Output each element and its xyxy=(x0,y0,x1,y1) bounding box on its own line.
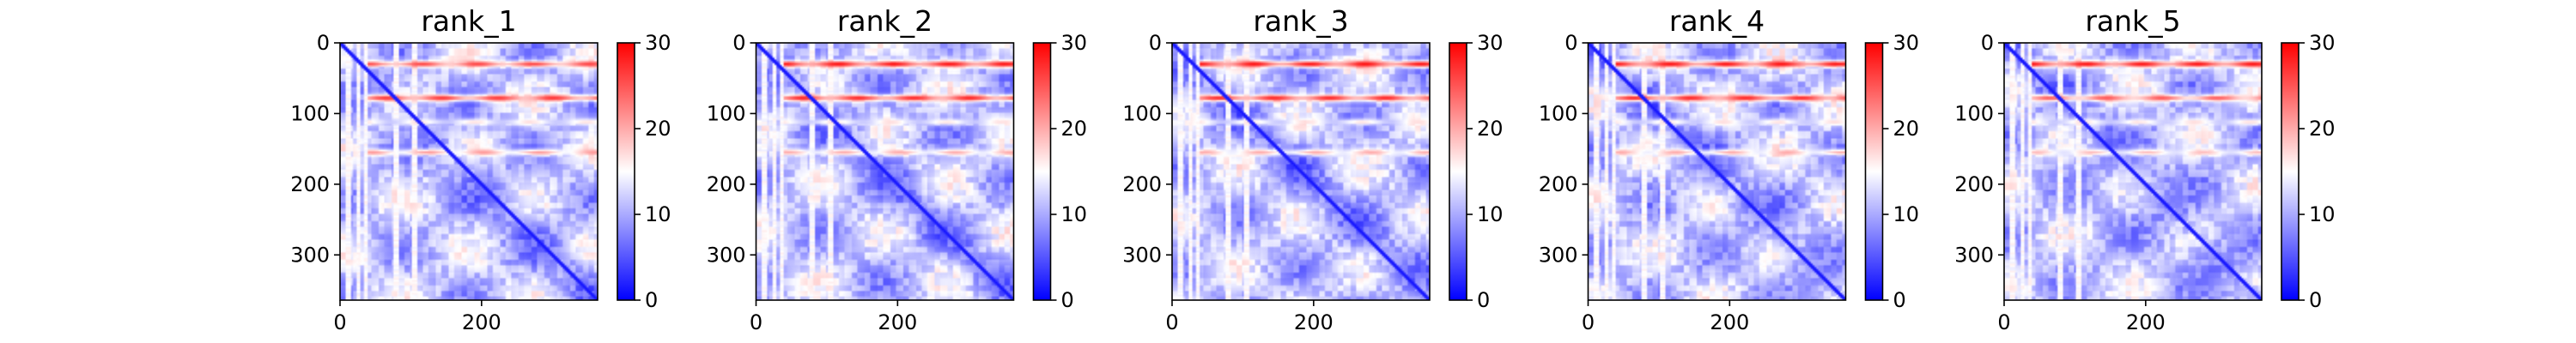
plot-frame xyxy=(2003,42,2263,301)
y-tick-label: 100 xyxy=(1539,101,1578,125)
colorbar-tick-label: 10 xyxy=(1477,202,1504,226)
x-tick-label: 0 xyxy=(1165,310,1178,334)
colorbar-frame xyxy=(1864,42,1884,301)
colorbar-tick-label: 30 xyxy=(1893,31,1920,55)
colorbar-frame xyxy=(2281,42,2300,301)
panel-1: rank_1 0 100 200 300 0 200 0 10 20 30 xyxy=(290,4,671,334)
plot-frame xyxy=(339,42,598,301)
colorbar xyxy=(1449,43,1467,300)
panel-3: rank_3 0 100 200 300 0 200 0 10 20 30 xyxy=(1122,4,1503,334)
heatmap-image xyxy=(756,43,1014,300)
colorbar-tick-label: 20 xyxy=(1893,117,1920,141)
x-tick-label: 200 xyxy=(1710,310,1749,334)
y-tick-label: 100 xyxy=(1122,101,1162,125)
panel-title: rank_5 xyxy=(2085,4,2180,38)
colorbar-tick-label: 10 xyxy=(1061,202,1088,226)
colorbar-frame xyxy=(1032,42,1052,301)
y-tick-label: 200 xyxy=(1122,172,1162,196)
y-tick-label: 100 xyxy=(290,101,330,125)
y-tick-label: 0 xyxy=(732,31,745,55)
colorbar-tick-label: 30 xyxy=(645,31,671,55)
colorbar-tick-label: 20 xyxy=(645,117,671,141)
panel-5: rank_5 0 100 200 300 0 200 0 10 20 30 xyxy=(1954,4,2335,334)
y-tick-label: 300 xyxy=(1954,243,1994,267)
colorbar-tick-label: 20 xyxy=(1477,117,1504,141)
colorbar-tick-label: 30 xyxy=(2309,31,2336,55)
heatmap-image xyxy=(2004,43,2262,300)
colorbar-tick-label: 10 xyxy=(2309,202,2336,226)
y-tick-label: 200 xyxy=(1954,172,1994,196)
y-tick-label: 0 xyxy=(1149,31,1162,55)
heatmap-image xyxy=(340,43,598,300)
colorbar-tick-label: 0 xyxy=(1061,288,1074,312)
x-tick-label: 200 xyxy=(1294,310,1334,334)
y-tick-label: 100 xyxy=(1954,101,1994,125)
colorbar-tick-label: 10 xyxy=(1893,202,1920,226)
x-tick-label: 0 xyxy=(750,310,762,334)
panel-4: rank_4 0 100 200 300 0 200 0 10 20 30 xyxy=(1539,4,1919,334)
plot-frame xyxy=(755,42,1015,301)
colorbar-tick-label: 0 xyxy=(1477,288,1490,312)
plot-frame xyxy=(1171,42,1431,301)
colorbar-tick-label: 0 xyxy=(1893,288,1906,312)
colorbar-tick-label: 30 xyxy=(1477,31,1504,55)
colorbar-frame xyxy=(617,42,635,301)
x-tick-label: 200 xyxy=(878,310,917,334)
y-tick-label: 200 xyxy=(290,172,330,196)
y-tick-label: 0 xyxy=(1981,31,1994,55)
panel-title: rank_4 xyxy=(1669,4,1765,38)
panel-title: rank_3 xyxy=(1253,4,1348,38)
colorbar xyxy=(1033,43,1051,300)
y-tick-label: 100 xyxy=(707,101,746,125)
y-tick-label: 300 xyxy=(290,243,330,267)
colorbar-tick-label: 10 xyxy=(645,202,671,226)
y-tick-label: 0 xyxy=(1564,31,1577,55)
x-tick-label: 0 xyxy=(333,310,346,334)
x-tick-label: 0 xyxy=(1582,310,1595,334)
y-tick-label: 300 xyxy=(1122,243,1162,267)
panel-title: rank_1 xyxy=(421,4,516,38)
panel-2: rank_2 0 100 200 300 0 200 0 10 20 30 xyxy=(707,4,1087,334)
y-tick-label: 300 xyxy=(1539,243,1578,267)
plot-frame xyxy=(1587,42,1847,301)
colorbar-tick-label: 20 xyxy=(1061,117,1088,141)
x-tick-label: 0 xyxy=(1997,310,2010,334)
x-tick-label: 200 xyxy=(462,310,501,334)
y-tick-label: 300 xyxy=(707,243,746,267)
x-tick-label: 200 xyxy=(2126,310,2166,334)
colorbar-tick-label: 0 xyxy=(2309,288,2322,312)
y-tick-label: 200 xyxy=(707,172,746,196)
colorbar-tick-label: 0 xyxy=(645,288,658,312)
colorbar-tick-label: 20 xyxy=(2309,117,2336,141)
y-tick-label: 200 xyxy=(1539,172,1578,196)
heatmap-image xyxy=(1172,43,1430,300)
colorbar xyxy=(617,43,635,300)
colorbar-frame xyxy=(1449,42,1467,301)
colorbar-tick-label: 30 xyxy=(1061,31,1088,55)
y-tick-label: 0 xyxy=(317,31,330,55)
heatmap-image xyxy=(1588,43,1846,300)
colorbar xyxy=(1865,43,1883,300)
panel-title: rank_2 xyxy=(837,4,933,38)
colorbar xyxy=(2281,43,2299,300)
